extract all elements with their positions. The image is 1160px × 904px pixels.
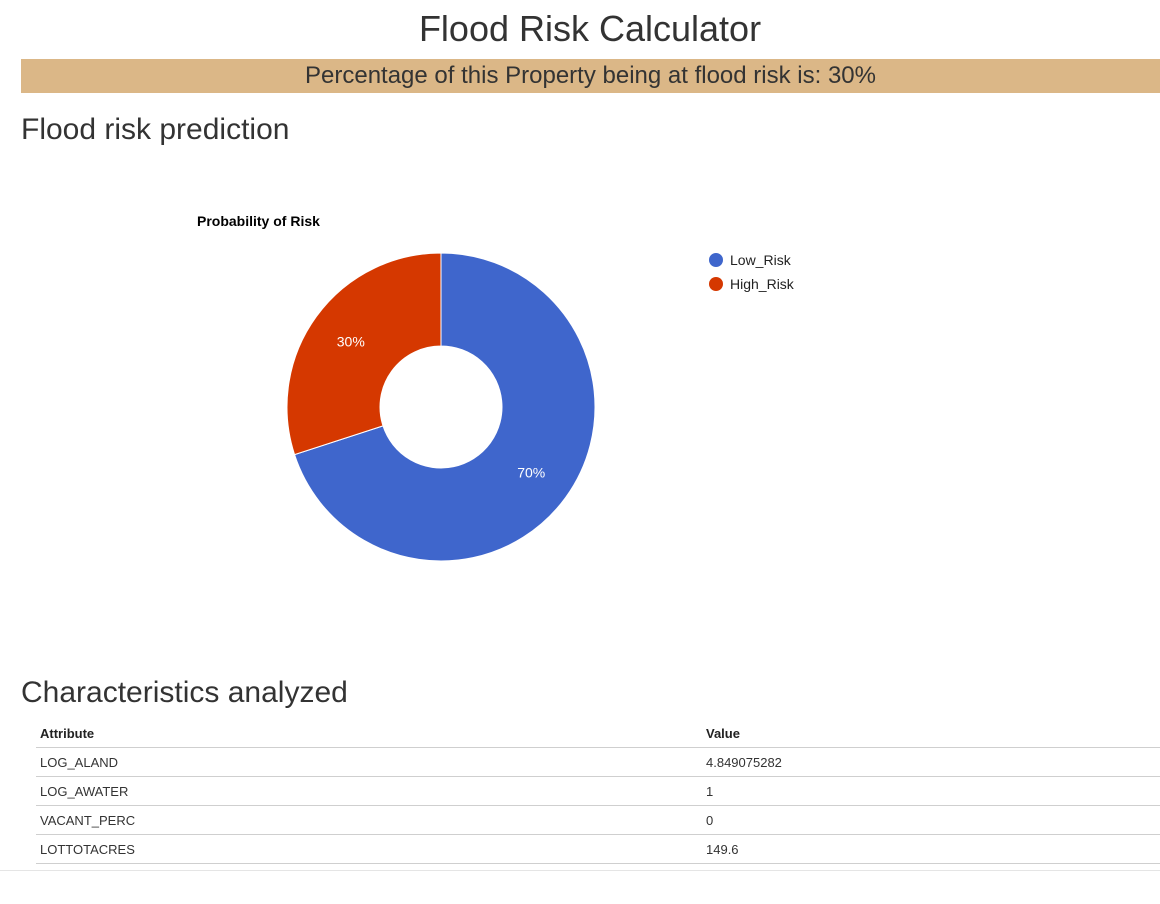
legend-marker-high-risk xyxy=(709,277,723,291)
table-row: LOG_ALAND 4.849075282 xyxy=(36,747,1160,777)
bottom-divider xyxy=(0,870,1160,871)
value-cell: 0 xyxy=(702,805,1160,835)
slice-low-risk xyxy=(293,252,596,562)
risk-donut-chart: Probability of Risk 70% 30% Low_Risk High_… xyxy=(197,213,795,562)
slice-labels: 70% 30% xyxy=(337,333,545,480)
attribute-cell: LOTTOTACRES xyxy=(36,834,702,864)
characteristics-heading: Characteristics analyzed xyxy=(21,676,348,709)
attributes-table: Attribute Value LOG_ALAND 4.849075282 LO… xyxy=(36,719,1160,864)
table-header-row: Attribute Value xyxy=(36,719,1160,748)
chart-legend: Low_Risk High_Risk xyxy=(709,252,795,292)
page-title: Flood Risk Calculator xyxy=(418,8,762,49)
slice-label-high-risk: 30% xyxy=(337,333,365,349)
attribute-cell: LOG_AWATER xyxy=(36,776,702,806)
value-cell: 149.6 xyxy=(702,834,1160,864)
risk-percentage-banner: Percentage of this Property being at flo… xyxy=(21,59,1160,93)
header-value: Value xyxy=(702,719,1160,748)
attribute-cell: VACANT_PERC xyxy=(36,805,702,835)
donut-slices xyxy=(286,252,596,562)
slice-label-low-risk: 70% xyxy=(517,465,545,481)
value-cell: 4.849075282 xyxy=(702,747,1160,777)
header-attribute: Attribute xyxy=(36,719,702,748)
legend-marker-low-risk xyxy=(709,253,723,267)
legend-label-high-risk: High_Risk xyxy=(730,276,795,292)
attribute-cell: LOG_ALAND xyxy=(36,747,702,777)
table-row: LOG_AWATER 1 xyxy=(36,776,1160,806)
prediction-heading: Flood risk prediction xyxy=(21,113,290,146)
table-row: VACANT_PERC 0 xyxy=(36,805,1160,835)
value-cell: 1 xyxy=(702,776,1160,806)
legend-label-low-risk: Low_Risk xyxy=(730,252,792,268)
table-row: LOTTOTACRES 149.6 xyxy=(36,834,1160,864)
chart-title: Probability of Risk xyxy=(197,213,320,229)
slice-high-risk xyxy=(286,252,442,456)
